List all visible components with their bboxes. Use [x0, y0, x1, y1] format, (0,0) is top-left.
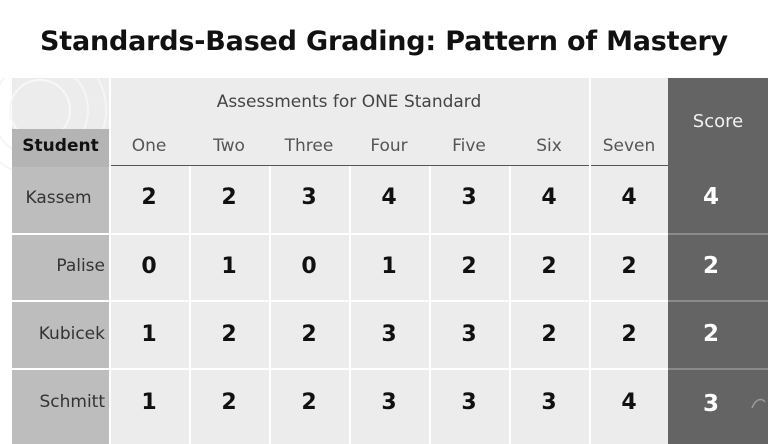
- table-header-background: [12, 78, 668, 166]
- score-divider: [668, 233, 768, 235]
- header-divider: [109, 165, 668, 166]
- score-cell: 2: [621, 254, 637, 279]
- assessment-column-header: Six: [536, 136, 562, 156]
- score-cell: 2: [301, 322, 317, 347]
- score-cell: 4: [381, 185, 397, 210]
- row-divider: [12, 233, 668, 235]
- score-cell: 3: [541, 390, 557, 415]
- score-cell: 2: [301, 390, 317, 415]
- score-cell: 3: [461, 322, 477, 347]
- score-cell: 3: [381, 322, 397, 347]
- score-cell: 1: [141, 322, 157, 347]
- row-divider: [12, 300, 668, 302]
- score-divider: [668, 368, 768, 370]
- column-divider: [589, 78, 591, 444]
- student-name: Palise: [56, 256, 105, 276]
- score-cell: 4: [621, 185, 637, 210]
- score-cell: 2: [621, 322, 637, 347]
- student-column-header: Student: [22, 136, 99, 156]
- corner-mark-icon: [751, 398, 766, 409]
- score-cell: 0: [301, 254, 317, 279]
- final-score: 3: [702, 391, 719, 417]
- score-cell: 2: [541, 322, 557, 347]
- score-cell: 3: [461, 185, 477, 210]
- final-score: 4: [702, 184, 719, 210]
- score-cell: 3: [381, 390, 397, 415]
- assessment-column-header: Five: [452, 136, 486, 156]
- score-cell: 2: [461, 254, 477, 279]
- score-cell: 2: [221, 390, 237, 415]
- score-cell: 1: [141, 390, 157, 415]
- assessment-column-header: Three: [284, 136, 334, 156]
- score-cell: 4: [621, 390, 637, 415]
- assessment-column-header: Seven: [602, 136, 656, 156]
- column-divider: [109, 78, 111, 444]
- score-cell: 1: [381, 254, 397, 279]
- score-divider: [668, 300, 768, 302]
- column-divider: [509, 166, 511, 444]
- score-cell: 2: [221, 185, 237, 210]
- column-divider: [269, 166, 271, 444]
- score-column-background: [668, 78, 768, 444]
- student-column-background: [12, 129, 109, 444]
- score-cell: 4: [541, 185, 557, 210]
- student-name: Schmitt: [39, 392, 105, 412]
- scores-grid-background: [109, 166, 668, 444]
- score-cell: 3: [301, 185, 317, 210]
- assessment-column-header: Two: [213, 136, 245, 156]
- score-column-header: Score: [692, 111, 744, 132]
- student-name: Kassem: [25, 188, 92, 208]
- student-name: Kubicek: [38, 324, 105, 344]
- column-divider: [429, 166, 431, 444]
- final-score: 2: [702, 321, 719, 347]
- column-divider: [349, 166, 351, 444]
- score-cell: 2: [541, 254, 557, 279]
- grading-table: Assessments for ONE Standard Score Stude…: [0, 78, 768, 444]
- score-cell: 2: [141, 185, 157, 210]
- assessment-column-header: One: [131, 136, 167, 156]
- column-divider: [189, 166, 191, 444]
- score-cell: 2: [221, 322, 237, 347]
- row-divider: [12, 368, 668, 370]
- score-cell: 3: [461, 390, 477, 415]
- score-cell: 0: [141, 254, 157, 279]
- assessments-group-header: Assessments for ONE Standard: [216, 92, 482, 112]
- final-score: 2: [702, 253, 719, 279]
- page-title: Standards-Based Grading: Pattern of Mast…: [40, 26, 728, 57]
- assessment-column-header: Four: [370, 136, 408, 156]
- student-header-background: [12, 129, 109, 167]
- score-cell: 1: [221, 254, 237, 279]
